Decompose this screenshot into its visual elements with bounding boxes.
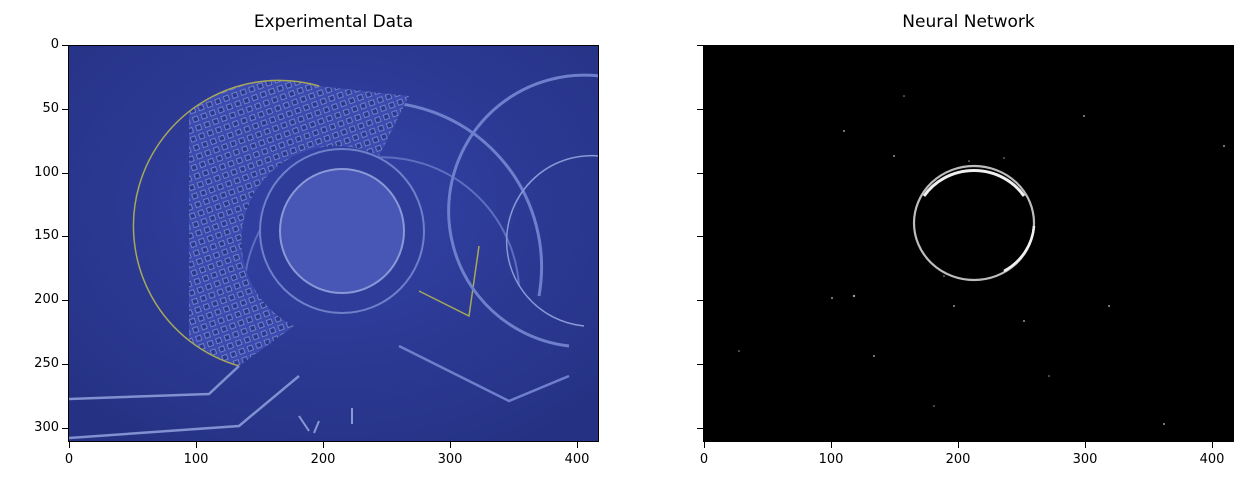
x-tick-label: 300: [1072, 452, 1098, 467]
x-tick-label: 400: [1199, 452, 1225, 467]
y-tick-label: 200: [34, 292, 59, 307]
x-tick-label: 100: [183, 452, 209, 467]
x-tick-label: 200: [945, 452, 971, 467]
neural-network-image: [703, 45, 1234, 442]
y-tick-label: 50: [42, 101, 59, 116]
x-tick-label: 200: [310, 452, 336, 467]
panel-title: Neural Network: [902, 12, 1035, 32]
y-tick-label: 150: [34, 228, 59, 243]
x-tick-label: 0: [699, 452, 709, 467]
x-tick-label: 300: [437, 452, 463, 467]
x-tick-label: 400: [564, 452, 590, 467]
experimental-image: [68, 45, 599, 442]
segmentation-output: [704, 46, 1233, 441]
y-tick-label: 300: [34, 420, 59, 435]
y-tick-label: 100: [34, 165, 59, 180]
microfluidic-image: [69, 46, 598, 441]
panel-title: Experimental Data: [253, 12, 414, 32]
x-tick-label: 0: [64, 452, 74, 467]
y-tick-label: 0: [50, 37, 59, 52]
y-tick-label: 250: [34, 356, 59, 371]
x-tick-label: 100: [818, 452, 844, 467]
